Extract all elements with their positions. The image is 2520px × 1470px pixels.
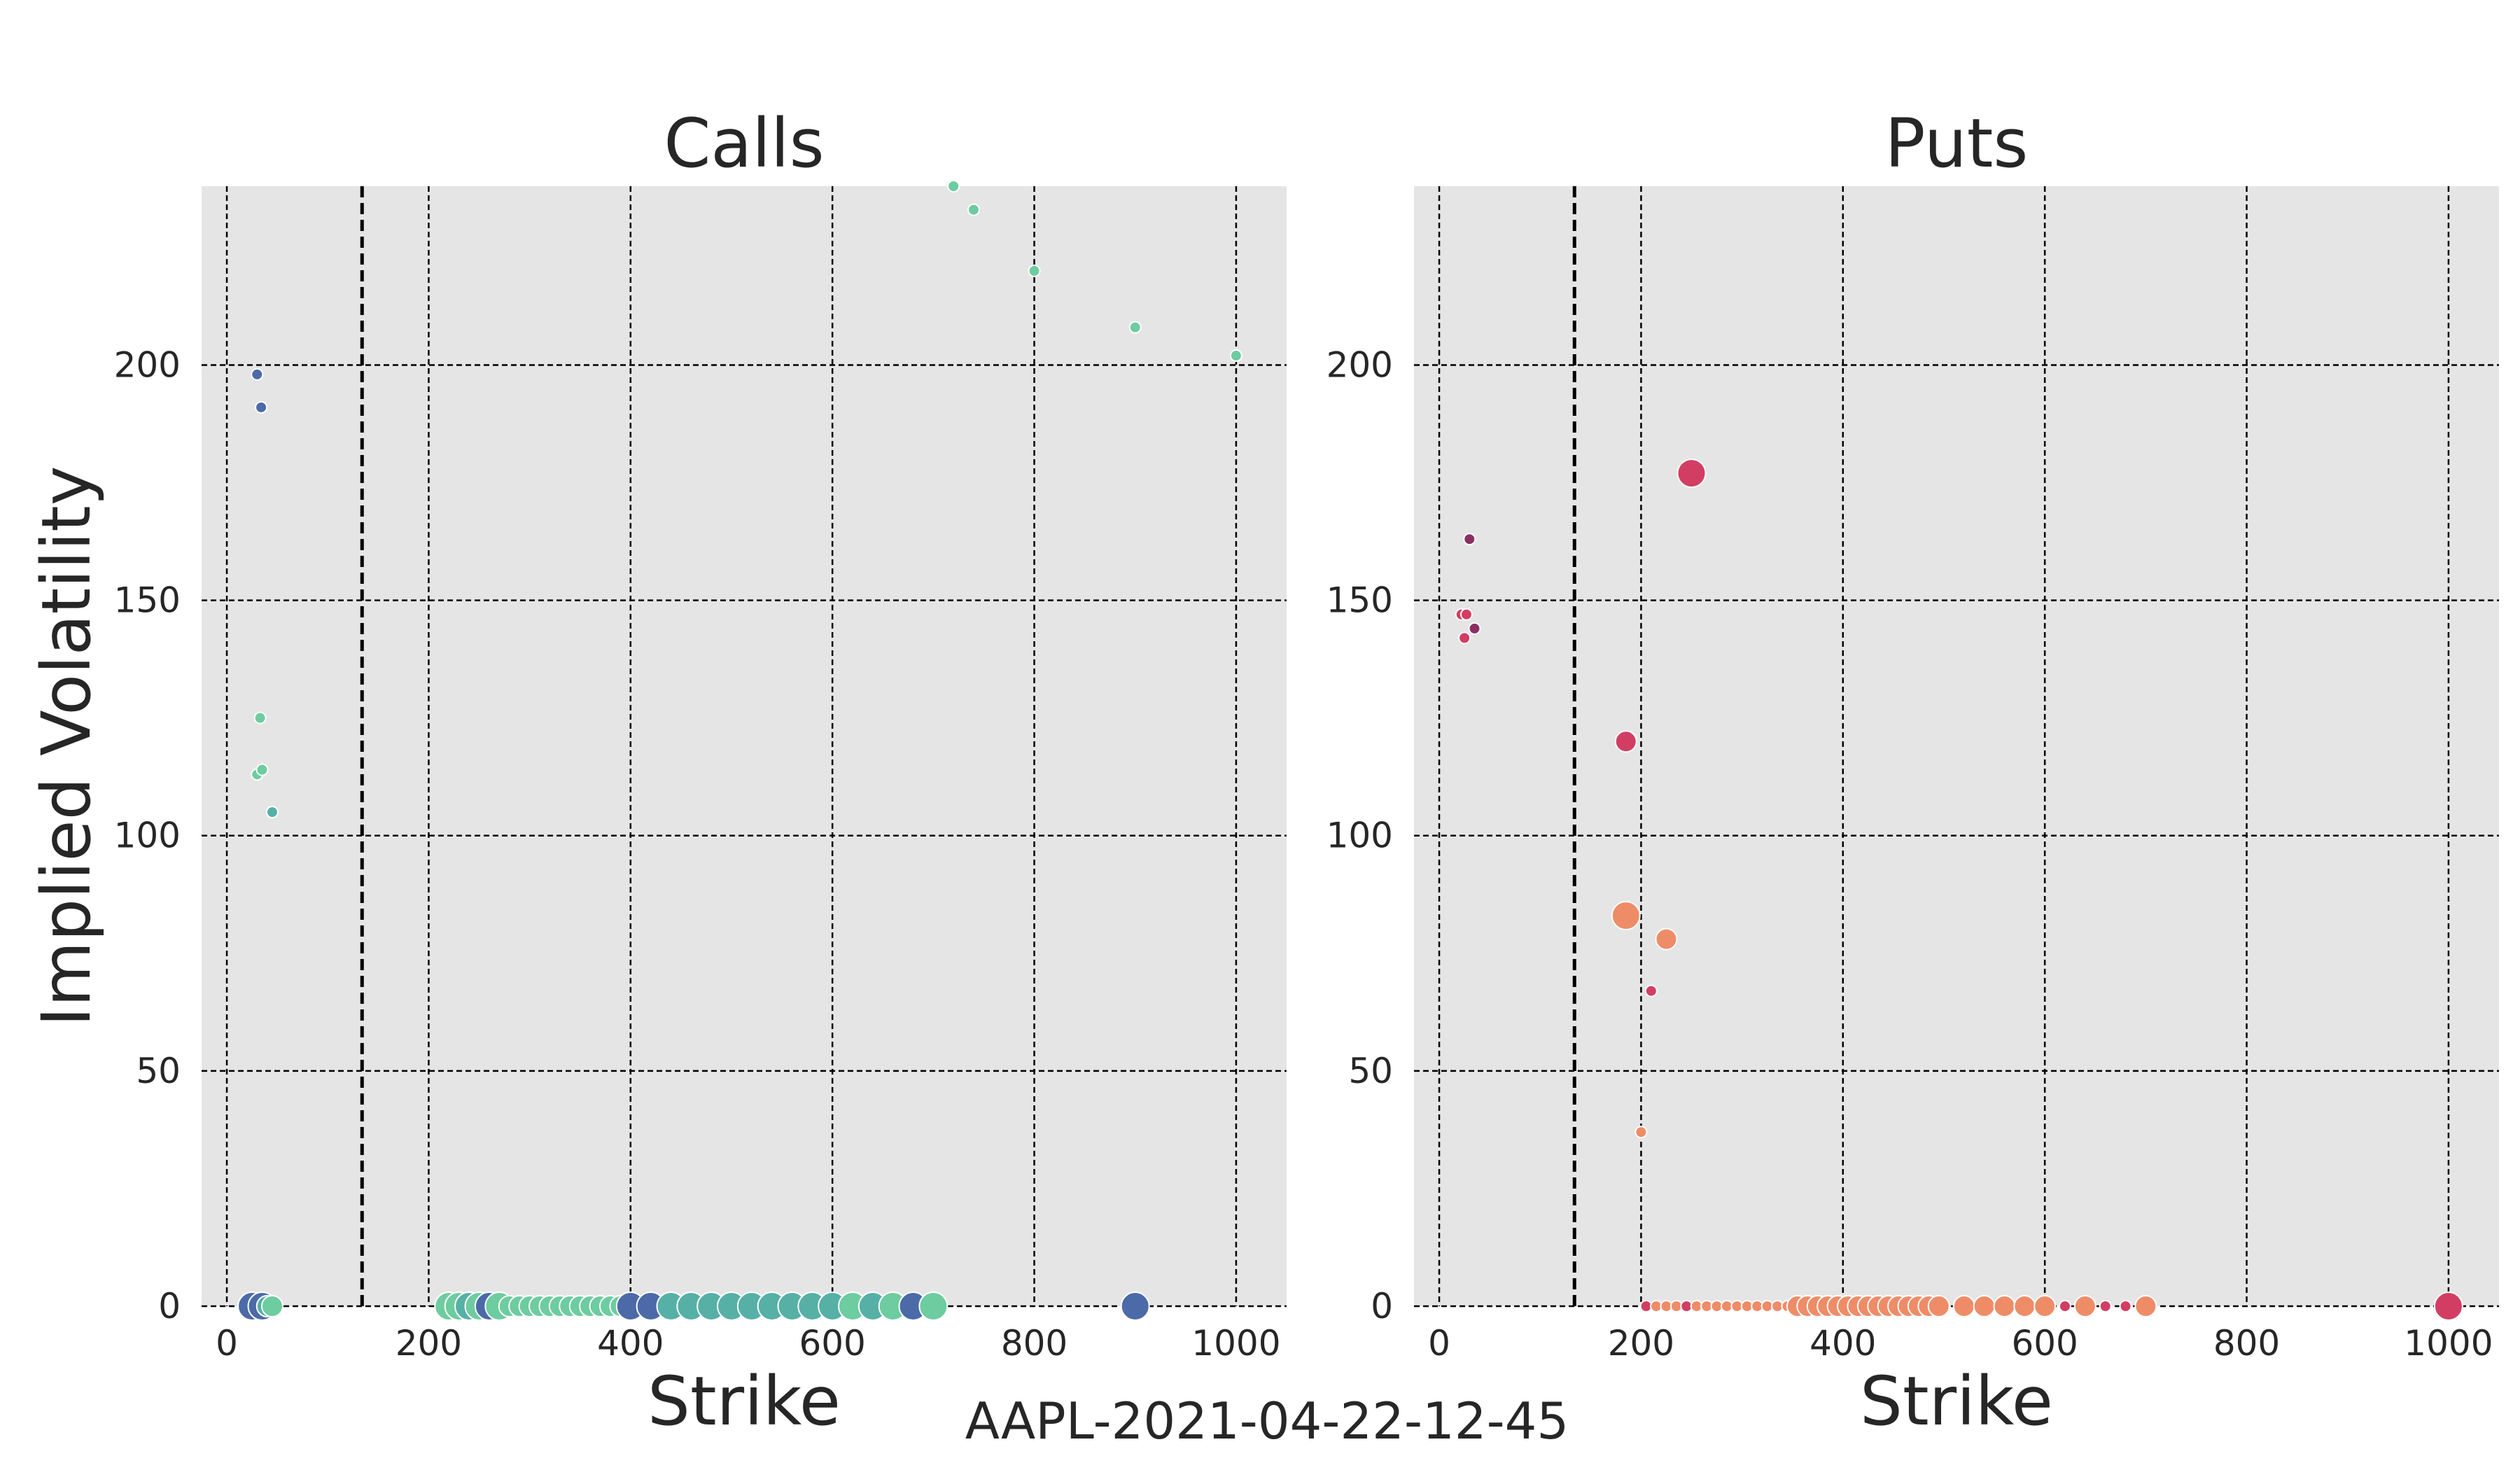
puts-title: Puts <box>1885 104 2029 183</box>
puts-x-ticks: 0 200 400 600 800 1000 <box>1428 1323 2493 1364</box>
calls-plot-area <box>202 186 1287 1306</box>
puts-y-tick-label: 100 <box>1326 816 1393 856</box>
calls-scatter-point <box>265 806 279 819</box>
puts-scatter-point <box>2119 1300 2132 1312</box>
calls-x-axis-label: Strike <box>648 1362 841 1441</box>
puts-x-tick-label: 200 <box>1608 1323 1674 1364</box>
puts-plot-area <box>1414 186 2499 1306</box>
puts-scatter-point <box>1973 1295 1996 1317</box>
puts-x-tick-label: 0 <box>1428 1323 1450 1364</box>
puts-scatter-point <box>2013 1295 2036 1317</box>
puts-scatter-point <box>1676 458 1707 489</box>
puts-grid <box>1414 186 2499 1308</box>
calls-points <box>237 180 1242 1321</box>
calls-x-tick-label: 400 <box>597 1323 664 1364</box>
calls-scatter-point <box>967 203 981 216</box>
puts-scatter-point <box>1644 984 1658 997</box>
y-axis-label: Implied Volatility <box>27 465 106 1026</box>
calls-scatter-point <box>251 368 264 381</box>
puts-x-tick-label: 600 <box>2011 1323 2078 1364</box>
calls-scatter-point <box>255 400 268 414</box>
puts-panel: 0 200 400 600 800 1000 0 50 100 150 200 Puts Stri… <box>1326 104 2499 1441</box>
puts-x-axis-label: Strike <box>1860 1362 2053 1441</box>
puts-y-tick-label: 150 <box>1326 580 1393 621</box>
puts-scatter-point <box>2059 1300 2071 1312</box>
puts-scatter-point <box>1655 927 1678 951</box>
puts-scatter-point <box>2033 1295 2057 1317</box>
puts-scatter-point <box>2134 1295 2157 1317</box>
calls-y-tick-label: 0 <box>158 1286 181 1326</box>
calls-scatter-point <box>1120 1292 1150 1321</box>
puts-scatter-point <box>1463 533 1476 546</box>
puts-scatter-point <box>1952 1295 1975 1317</box>
puts-points <box>1455 458 2463 1321</box>
puts-scatter-point <box>1927 1295 1950 1317</box>
calls-y-tick-label: 50 <box>136 1051 181 1091</box>
puts-y-tick-label: 200 <box>1326 344 1393 385</box>
calls-scatter-point <box>1229 349 1242 363</box>
puts-y-tick-label: 50 <box>1348 1051 1393 1091</box>
puts-x-tick-label: 400 <box>1809 1323 1876 1364</box>
calls-scatter-point <box>1028 265 1041 278</box>
puts-scatter-point <box>1468 622 1481 635</box>
puts-scatter-point <box>1460 608 1473 621</box>
calls-x-tick-label: 800 <box>1001 1323 1068 1364</box>
calls-y-tick-label: 100 <box>114 816 181 856</box>
calls-x-ticks: 0 200 400 600 800 1000 <box>216 1323 1280 1364</box>
calls-x-tick-label: 600 <box>799 1323 865 1364</box>
puts-y-tick-label: 0 <box>1371 1286 1393 1326</box>
puts-scatter-point <box>1458 631 1471 645</box>
puts-x-tick-label: 1000 <box>2404 1323 2493 1364</box>
calls-x-tick-label: 1000 <box>1191 1323 1280 1364</box>
puts-x-tick-label: 800 <box>2213 1323 2280 1364</box>
puts-scatter-point <box>2433 1292 2463 1321</box>
calls-y-tick-label: 150 <box>114 580 181 621</box>
puts-y-ticks: 0 50 100 150 200 <box>1326 344 1393 1326</box>
puts-scatter-point <box>1611 901 1641 931</box>
calls-y-ticks: 0 50 100 150 200 <box>114 344 181 1326</box>
calls-scatter-point <box>260 1295 284 1317</box>
calls-scatter-point <box>253 711 267 724</box>
calls-y-tick-label: 200 <box>114 344 181 385</box>
calls-scatter-point <box>1128 321 1142 334</box>
calls-title: Calls <box>664 104 824 183</box>
calls-x-tick-label: 0 <box>216 1323 238 1364</box>
calls-x-tick-label: 200 <box>396 1323 462 1364</box>
figure-caption: AAPL-2021-04-22-12-45 <box>965 1392 1569 1450</box>
calls-scatter-point <box>255 763 269 776</box>
puts-scatter-point <box>2099 1300 2112 1312</box>
puts-scatter-point <box>1993 1295 2016 1317</box>
puts-scatter-point <box>1634 1126 1648 1139</box>
calls-scatter-point <box>947 180 960 192</box>
calls-scatter-point <box>918 1292 948 1321</box>
puts-scatter-point <box>2073 1295 2096 1317</box>
puts-scatter-point <box>1614 730 1637 753</box>
calls-panel: 0 200 400 600 800 1000 0 50 100 150 200 Calls Str… <box>114 104 1287 1441</box>
